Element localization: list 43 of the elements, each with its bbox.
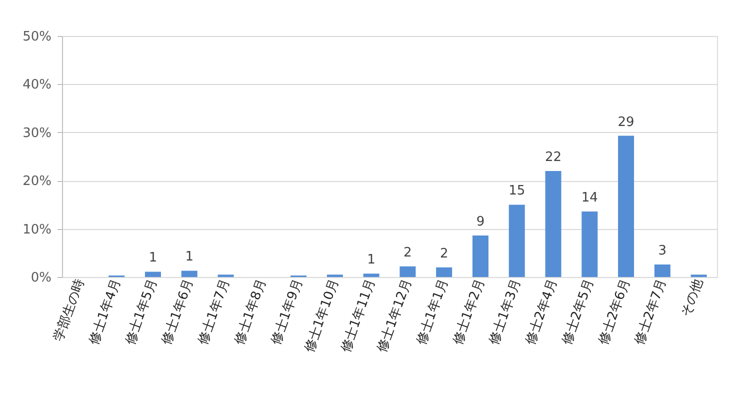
x-tick-label: 修士1年1月 <box>414 277 452 347</box>
bar <box>545 170 562 277</box>
data-label: 9 <box>476 214 485 230</box>
x-tick-label: 修士1年5月 <box>122 277 160 347</box>
data-label: 3 <box>658 243 667 258</box>
data-label: 22 <box>544 150 562 165</box>
bar <box>508 204 525 277</box>
bar <box>582 211 598 277</box>
x-tick-label: 修士2年4月 <box>523 277 561 347</box>
x-tick-label: 修士1年6月 <box>159 277 197 347</box>
bar <box>436 267 452 277</box>
data-label: 29 <box>618 114 634 130</box>
y-tick-label: 40% <box>22 78 52 93</box>
bar <box>181 270 198 277</box>
data-label: 1 <box>148 250 158 266</box>
bar <box>654 264 670 277</box>
y-tick-label: 30% <box>22 126 52 141</box>
x-tick-label: 修士1年8月 <box>232 277 270 347</box>
x-tick-label: その他 <box>678 277 706 319</box>
x-tick-label: 修士1年3月 <box>486 277 524 347</box>
data-label: 15 <box>508 184 526 199</box>
y-tick-label: 50% <box>22 30 52 44</box>
bar <box>363 274 380 277</box>
y-tick-label: 10% <box>22 222 52 238</box>
x-tick-label: 修士2年5月 <box>560 277 598 347</box>
x-tick-label: 修士1年7月 <box>196 277 234 347</box>
y-tick-label: 20% <box>22 174 52 190</box>
x-tick-label: 修士2年6月 <box>596 277 634 347</box>
x-tick-label: 修士1年12月 <box>374 277 416 354</box>
bar <box>472 236 488 277</box>
data-label: 2 <box>440 246 448 262</box>
x-tick-label: 修士1年2月 <box>450 277 488 347</box>
x-tick-label: 修士2年7月 <box>632 277 670 347</box>
data-label: 14 <box>581 190 598 206</box>
data-label: 1 <box>367 252 376 268</box>
x-tick-label: 学部生の時 <box>51 277 88 344</box>
data-label: 1 <box>185 250 194 265</box>
data-label: 2 <box>404 245 412 260</box>
bar <box>618 136 634 277</box>
y-tick-label: 0% <box>30 270 52 286</box>
bar <box>400 266 416 277</box>
bar <box>144 272 161 277</box>
x-tick-label: 修士1年4月 <box>86 277 124 347</box>
